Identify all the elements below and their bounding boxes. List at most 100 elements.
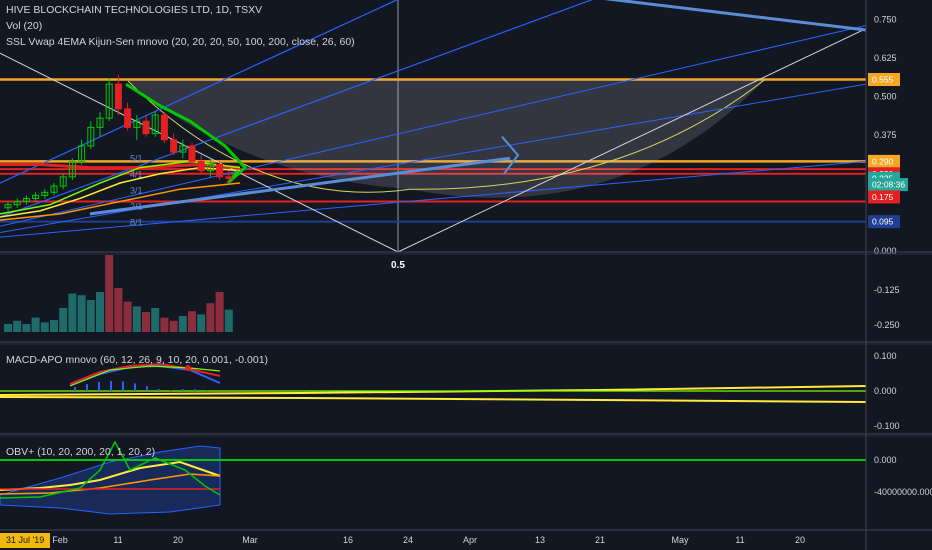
candle-body xyxy=(59,176,67,187)
volume-bar xyxy=(13,320,22,332)
obv-orange xyxy=(0,473,221,495)
time-tick-label: May xyxy=(671,535,689,545)
volume-bar xyxy=(86,300,95,332)
fib-label: 5/1 xyxy=(130,153,143,163)
candle-body xyxy=(206,163,214,172)
time-tick-label: 11 xyxy=(735,535,744,545)
volume-bar xyxy=(77,295,86,332)
candle-body xyxy=(179,145,187,153)
candle-body xyxy=(68,160,76,178)
trend-line xyxy=(89,156,511,216)
price-badge-label: 0.175 xyxy=(872,192,894,202)
trend-line xyxy=(0,24,866,227)
volume-bar xyxy=(142,312,150,332)
price-tick-label: 0.000 xyxy=(874,246,897,256)
price-axis[interactable]: 0.7500.6250.5000.3750.0000.5550.2900.250… xyxy=(868,14,932,497)
price-badge-label: 02:08:36 xyxy=(872,180,905,190)
volume-bar xyxy=(59,308,68,332)
price-tick-label: 0.625 xyxy=(874,53,897,63)
candle-body xyxy=(4,204,12,209)
ma-red xyxy=(0,162,241,170)
volume-bar xyxy=(178,316,187,332)
obv-band xyxy=(0,445,221,515)
obv-tick-label: 0.000 xyxy=(874,455,897,465)
trend-line xyxy=(0,160,866,238)
obv-legend-label: OBV+ (10, 20, 200, 20, 1, 20, 2) xyxy=(6,446,156,458)
price-tick-label: 0.375 xyxy=(874,130,897,140)
time-tick-label: 13 xyxy=(535,535,545,545)
volume-bar xyxy=(50,320,58,332)
projection-curve xyxy=(127,79,766,193)
time-axis[interactable]: Feb 11 20 Mar 16 24 Apr 13 21 May 11 20 xyxy=(52,535,805,545)
ma-orange xyxy=(0,182,241,221)
trend-arrow-head xyxy=(501,136,520,175)
fib-label: 3/1 xyxy=(130,185,143,195)
candle-body xyxy=(197,160,205,172)
crosshair-label-bg xyxy=(388,257,408,271)
obv-tick-label: -40000000.000 xyxy=(874,487,932,497)
fib-label: 2/1 xyxy=(130,201,143,211)
candle-body xyxy=(78,145,86,162)
time-tick-label: 21 xyxy=(595,535,605,545)
candle-body xyxy=(124,108,132,128)
candle-body xyxy=(170,139,178,153)
trend-line xyxy=(604,0,866,32)
price-badge xyxy=(868,215,900,229)
fib-label: 4/1 xyxy=(130,169,143,179)
projection-zone xyxy=(126,79,765,198)
price-panel[interactable]: 5/1 4/1 3/1 2/1 8/1 xyxy=(0,0,866,252)
candle-body xyxy=(216,163,224,178)
volume-bar xyxy=(206,303,215,332)
time-tick-label: 24 xyxy=(403,535,413,545)
volume-bar xyxy=(197,314,206,332)
candle-body xyxy=(41,191,49,196)
candle-body xyxy=(114,83,122,110)
time-tick-label: 20 xyxy=(795,535,805,545)
chart-title-legend[interactable]: HIVE BLOCKCHAIN TECHNOLOGIES LTD, 1D, TS… xyxy=(6,4,262,16)
channel-green xyxy=(125,82,248,185)
price-tick-label: 0.500 xyxy=(874,92,897,102)
candle-body xyxy=(87,126,95,147)
trend-line xyxy=(0,52,399,252)
obv-yellow xyxy=(0,460,221,491)
candle-body xyxy=(142,120,150,135)
volume-bar xyxy=(151,308,160,332)
macd-green xyxy=(69,365,221,387)
volume-bar xyxy=(4,324,12,332)
trend-line xyxy=(0,0,399,184)
volume-bar xyxy=(40,322,49,332)
volume-bar xyxy=(188,311,196,332)
volume-bar xyxy=(105,255,114,332)
candle-body xyxy=(105,83,113,119)
volume-bar xyxy=(123,301,132,332)
volume-legend-label: Vol (20) xyxy=(6,20,43,32)
volume-bar xyxy=(68,293,77,332)
candle-body xyxy=(188,145,196,162)
obv-legend[interactable]: OBV+ (10, 20, 200, 20, 1, 20, 2) xyxy=(6,446,155,458)
price-badge xyxy=(868,73,900,87)
price-badge-label: 0.555 xyxy=(872,75,894,85)
volume-tick-label: -0.250 xyxy=(874,320,900,330)
candle-body xyxy=(50,185,58,193)
ssl-legend[interactable]: SSL Vwap 4EMA Kijun-Sen mnovo (20, 20, 2… xyxy=(6,36,355,48)
candle-body xyxy=(96,117,104,128)
macd-tick-label: 0.100 xyxy=(874,351,897,361)
macd-cross-dot xyxy=(185,365,191,371)
obv-panel[interactable] xyxy=(0,440,866,515)
time-tick-label: Mar xyxy=(242,535,258,545)
ssl-legend-label: SSL Vwap 4EMA Kijun-Sen mnovo (20, 20, 2… xyxy=(6,36,355,48)
volume-bar xyxy=(169,320,178,332)
candle-body xyxy=(151,114,159,135)
volume-legend[interactable]: Vol (20) xyxy=(6,20,42,32)
volume-panel[interactable] xyxy=(4,252,233,332)
macd-panel[interactable] xyxy=(0,362,866,403)
macd-legend-label: MACD-APO mnovo (60, 12, 26, 9, 10, 20, 0… xyxy=(6,354,269,366)
volume-bar xyxy=(31,317,40,332)
candle-body xyxy=(133,120,141,128)
price-badge-label: 0.095 xyxy=(872,217,894,227)
volume-bar xyxy=(224,309,233,332)
candle-body xyxy=(13,201,21,206)
volume-bar xyxy=(160,317,169,332)
macd-legend[interactable]: MACD-APO mnovo (60, 12, 26, 9, 10, 20, 0… xyxy=(6,354,268,366)
